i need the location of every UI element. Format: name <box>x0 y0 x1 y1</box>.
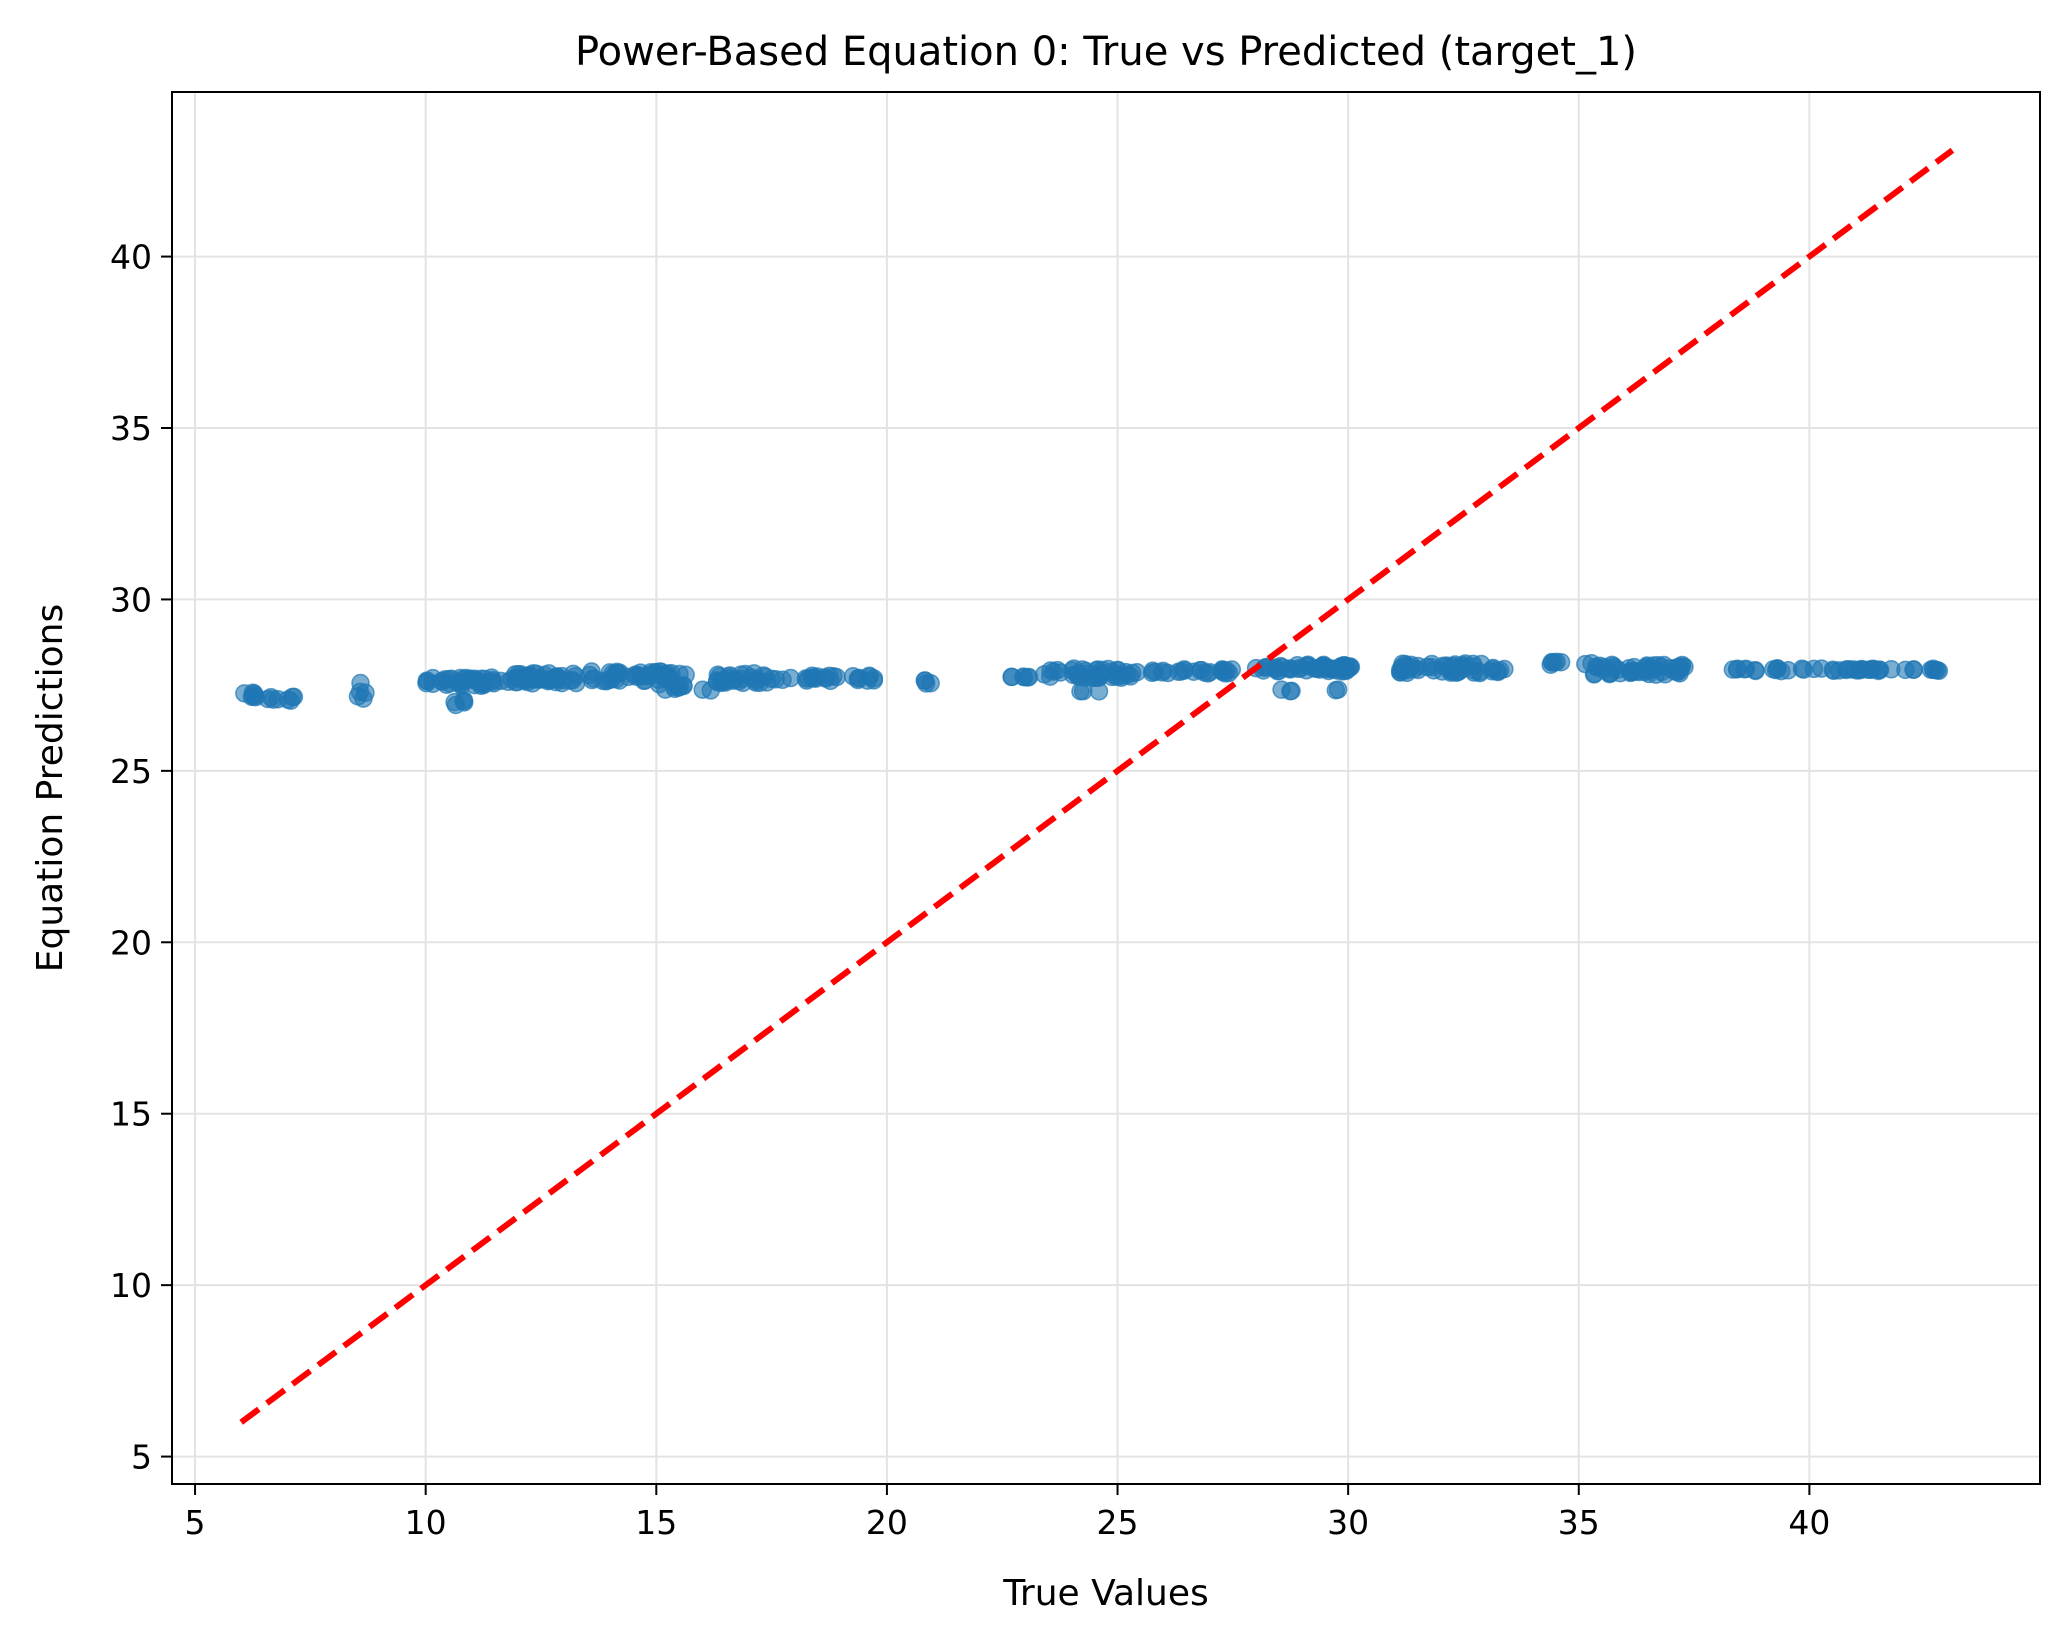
data-point <box>1127 662 1147 682</box>
data-point <box>1441 663 1461 682</box>
data-point <box>1463 654 1483 674</box>
y-tick-label: 40 <box>110 238 152 277</box>
data-point <box>1332 662 1352 681</box>
x-tick-label: 15 <box>635 1503 677 1542</box>
data-point <box>1495 659 1514 679</box>
data-point <box>1044 662 1063 681</box>
data-point <box>1619 659 1639 678</box>
data-point <box>693 680 712 699</box>
data-point <box>1089 682 1109 701</box>
data-point <box>1640 659 1659 679</box>
reference-line-group <box>239 147 1955 1425</box>
x-tick-label: 35 <box>1558 1503 1600 1542</box>
data-point <box>1671 659 1691 678</box>
reference-line <box>239 147 1955 1425</box>
data-point <box>711 673 731 693</box>
x-tick-label: 10 <box>405 1503 447 1542</box>
data-point <box>732 669 751 689</box>
data-point <box>1268 661 1287 681</box>
data-point <box>528 670 547 689</box>
data-point <box>1171 662 1191 681</box>
y-tick-label: 25 <box>110 752 152 791</box>
x-tick-label: 20 <box>866 1503 908 1542</box>
x-tick-label: 25 <box>1097 1503 1139 1542</box>
data-point <box>482 668 501 687</box>
y-tick-label: 35 <box>110 409 152 448</box>
data-point <box>1824 661 1843 681</box>
data-point <box>1541 655 1560 674</box>
data-point <box>1087 664 1106 684</box>
data-point <box>1272 680 1291 699</box>
data-point <box>665 677 685 697</box>
data-point <box>354 689 373 708</box>
chart-title: Power-Based Equation 0: True vs Predicte… <box>575 29 1637 75</box>
y-tick-label: 15 <box>110 1095 152 1134</box>
data-point <box>1771 661 1791 681</box>
data-point <box>465 669 485 689</box>
data-point <box>649 674 669 694</box>
y-axis-title: Equation Predictions <box>30 604 71 972</box>
data-point <box>1924 660 1943 680</box>
data-point <box>1602 655 1622 675</box>
data-point <box>1745 660 1765 680</box>
data-point <box>1728 659 1747 679</box>
data-point <box>417 673 436 693</box>
y-tick-label: 30 <box>110 580 152 619</box>
data-point <box>1587 657 1607 677</box>
data-point <box>1896 660 1915 680</box>
data-point <box>242 687 262 707</box>
data-point <box>1212 661 1231 681</box>
y-tick-label: 5 <box>131 1438 152 1477</box>
data-point <box>827 667 846 687</box>
y-axis-ticks: 5 10 15 20 25 30 35 40 <box>110 238 172 1477</box>
x-tick-label: 5 <box>185 1503 206 1542</box>
data-point <box>582 670 602 690</box>
y-tick-label: 20 <box>110 923 152 962</box>
data-point <box>1073 681 1093 701</box>
data-point <box>1326 680 1346 700</box>
data-point <box>796 669 816 688</box>
data-point <box>511 664 530 684</box>
data-point <box>1312 656 1332 676</box>
x-axis-ticks: 5 10 15 20 25 30 35 40 <box>185 1484 1830 1542</box>
data-points <box>235 652 1949 715</box>
data-point <box>351 673 370 693</box>
x-axis-title: True Values <box>1002 1573 1209 1614</box>
data-point <box>1794 660 1813 679</box>
x-tick-label: 40 <box>1788 1503 1830 1542</box>
plot-frame <box>171 91 2041 1485</box>
data-point <box>631 667 651 686</box>
data-point <box>281 691 300 710</box>
data-point <box>1405 659 1425 678</box>
data-point <box>864 671 884 690</box>
data-point <box>916 674 936 693</box>
y-tick-label: 10 <box>110 1266 152 1305</box>
data-point <box>1143 661 1162 680</box>
data-point <box>1190 661 1210 680</box>
data-point <box>1862 659 1882 679</box>
data-point <box>1014 667 1033 686</box>
x-tick-label: 30 <box>1327 1503 1369 1542</box>
data-point <box>756 667 775 686</box>
data-point <box>450 673 469 692</box>
data-point <box>607 669 626 689</box>
data-point <box>454 690 474 710</box>
grid-lines <box>172 92 2040 1484</box>
